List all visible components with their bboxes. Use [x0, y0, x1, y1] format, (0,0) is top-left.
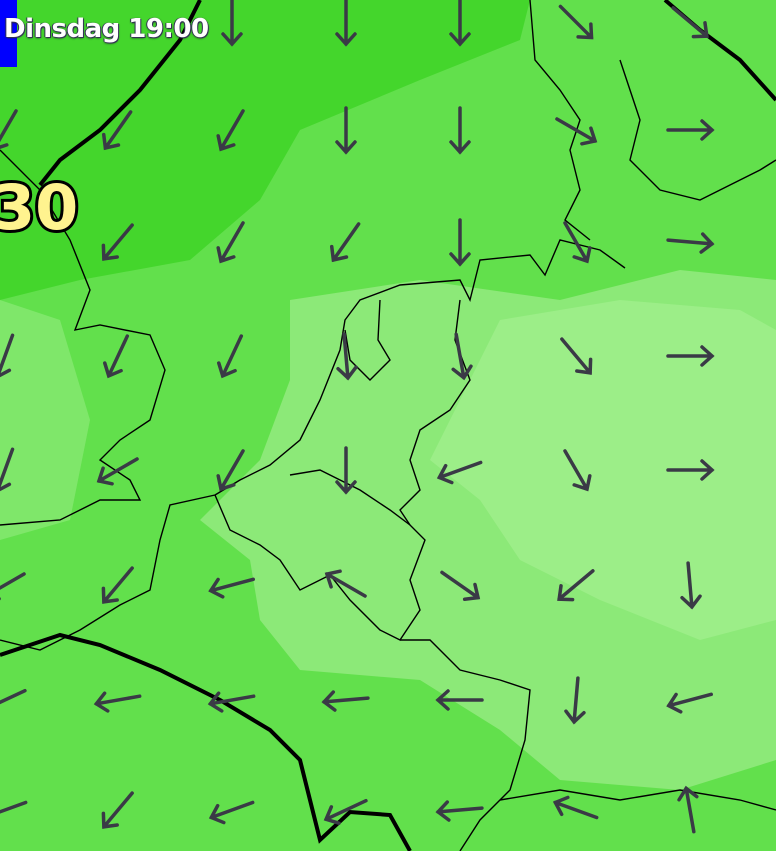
wind-arrow-icon [335, 106, 357, 155]
wind-arrow-icon [0, 688, 27, 715]
wind-arrow-icon [680, 561, 702, 610]
wind-arrow-icon [101, 223, 134, 261]
wind-arrow-icon [96, 457, 139, 486]
isobar-line [38, 0, 202, 187]
wind-arrow-icon [324, 569, 367, 598]
wind-arrow-icon [101, 110, 133, 151]
wind-arrow-icon [208, 577, 256, 599]
wind-arrow-icon [666, 692, 714, 714]
denmark-coastline [529, 0, 591, 241]
south-border [499, 789, 776, 811]
wind-arrow-icon [451, 332, 473, 381]
wind-arrow-icon [557, 569, 595, 602]
wind-arrow-icon [0, 572, 26, 601]
wind-arrow-icon [671, 6, 709, 39]
wind-arrow-icon [335, 0, 357, 47]
wind-arrow-icon [217, 334, 244, 379]
wind-arrow-icon [336, 332, 358, 381]
wind-arrow-icon [321, 690, 370, 712]
wind-arrow-icon [449, 106, 471, 155]
wind-arrow-icon [208, 800, 255, 825]
wind-arrow-icon [221, 0, 243, 47]
wind-arrow-icon [440, 570, 481, 602]
wind-arrow-icon [101, 791, 134, 829]
isobar-pressure-label: 30 [0, 171, 81, 244]
wind-arrow-icon [335, 446, 357, 495]
wind-arrows [0, 0, 715, 834]
time-indicator-tab [0, 0, 17, 67]
wind-arrow-icon [216, 221, 245, 264]
france-germany-border [400, 639, 531, 851]
wind-arrow-icon [0, 800, 28, 825]
forecast-time-label: Dinsdag 19:00 [4, 14, 209, 44]
baltic-coastline [619, 59, 776, 201]
field-lightest-wind-zone [430, 300, 776, 640]
wind-arrow-icon [666, 232, 715, 254]
wind-arrow-icon [449, 0, 471, 47]
wind-arrow-icon [435, 689, 484, 711]
wind-arrow-icon [323, 798, 368, 825]
netherlands-coast [344, 299, 391, 381]
wind-arrow-icon [101, 566, 134, 604]
wind-arrow-icon [563, 449, 592, 492]
wind-arrow-icon [449, 218, 471, 267]
continent-coastline [214, 239, 626, 496]
wind-arrow-icon [558, 4, 594, 40]
wind-arrow-icon [677, 785, 699, 834]
wind-arrow-icon [93, 691, 142, 713]
field-lighter-patch [0, 300, 90, 540]
wind-arrow-icon [0, 109, 18, 152]
wind-arrow-icon [216, 109, 245, 152]
wind-arrow-icon [329, 222, 361, 263]
wind-arrow-icon [563, 221, 592, 264]
wind-arrow-icon [560, 337, 593, 375]
wind-arrow-icon [207, 691, 256, 713]
wind-arrow-icon [666, 459, 715, 481]
wind-arrow-icon [436, 460, 483, 485]
wind-arrow-icon [216, 449, 245, 492]
uk-coastline [0, 149, 166, 526]
wind-arrow-icon [564, 676, 586, 725]
wind-arrow-icon [666, 119, 715, 141]
uk-south-coast [0, 494, 216, 651]
isobar-line [0, 632, 412, 851]
wind-arrow-icon [103, 334, 130, 379]
wind-arrow-icon [666, 345, 715, 367]
wind-arrow-icon [552, 795, 599, 820]
wind-arrow-icon [0, 447, 15, 494]
wind-arrow-icon [435, 800, 484, 822]
wind-arrow-icon [555, 117, 598, 146]
wind-arrow-icon [0, 333, 15, 380]
